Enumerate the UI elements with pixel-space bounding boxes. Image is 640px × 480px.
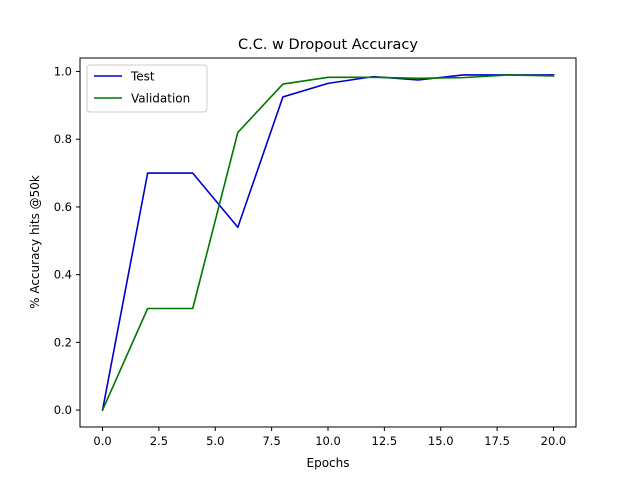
legend: Test Validation (86, 64, 208, 113)
y-tick-label: 0.0 (54, 403, 72, 417)
series-line-test (101, 74, 555, 412)
x-tick-label: 0.0 (93, 434, 111, 448)
y-axis-label: % Accuracy hits @50k (28, 175, 42, 309)
y-axis-ticks: 0.0 0.2 0.4 0.6 0.8 1.0 (54, 65, 80, 417)
y-tick-label: 0.4 (54, 268, 72, 282)
y-tick-label: 0.8 (54, 132, 72, 146)
x-tick-label: 20.0 (541, 434, 567, 448)
x-tick-label: 12.5 (372, 434, 398, 448)
legend-label-validation: Validation (131, 92, 190, 106)
y-tick-label: 0.2 (54, 335, 72, 349)
x-axis-ticks: 0.0 2.5 5.0 7.5 10.0 12.5 15.0 17.5 20.0 (93, 427, 566, 448)
x-tick-label: 17.5 (484, 434, 510, 448)
x-tick-label: 7.5 (262, 434, 280, 448)
y-tick-label: 0.6 (54, 200, 72, 214)
x-tick-label: 15.0 (428, 434, 454, 448)
x-tick-label: 10.0 (315, 434, 341, 448)
series-line-validation (101, 74, 555, 412)
x-tick-label: 5.0 (206, 434, 224, 448)
x-tick-label: 2.5 (150, 434, 168, 448)
series-layer (101, 74, 555, 412)
x-axis-label: Epochs (307, 456, 350, 470)
y-tick-label: 1.0 (54, 65, 72, 79)
legend-label-test: Test (130, 70, 155, 84)
chart-title: C.C. w Dropout Accuracy (238, 37, 418, 53)
